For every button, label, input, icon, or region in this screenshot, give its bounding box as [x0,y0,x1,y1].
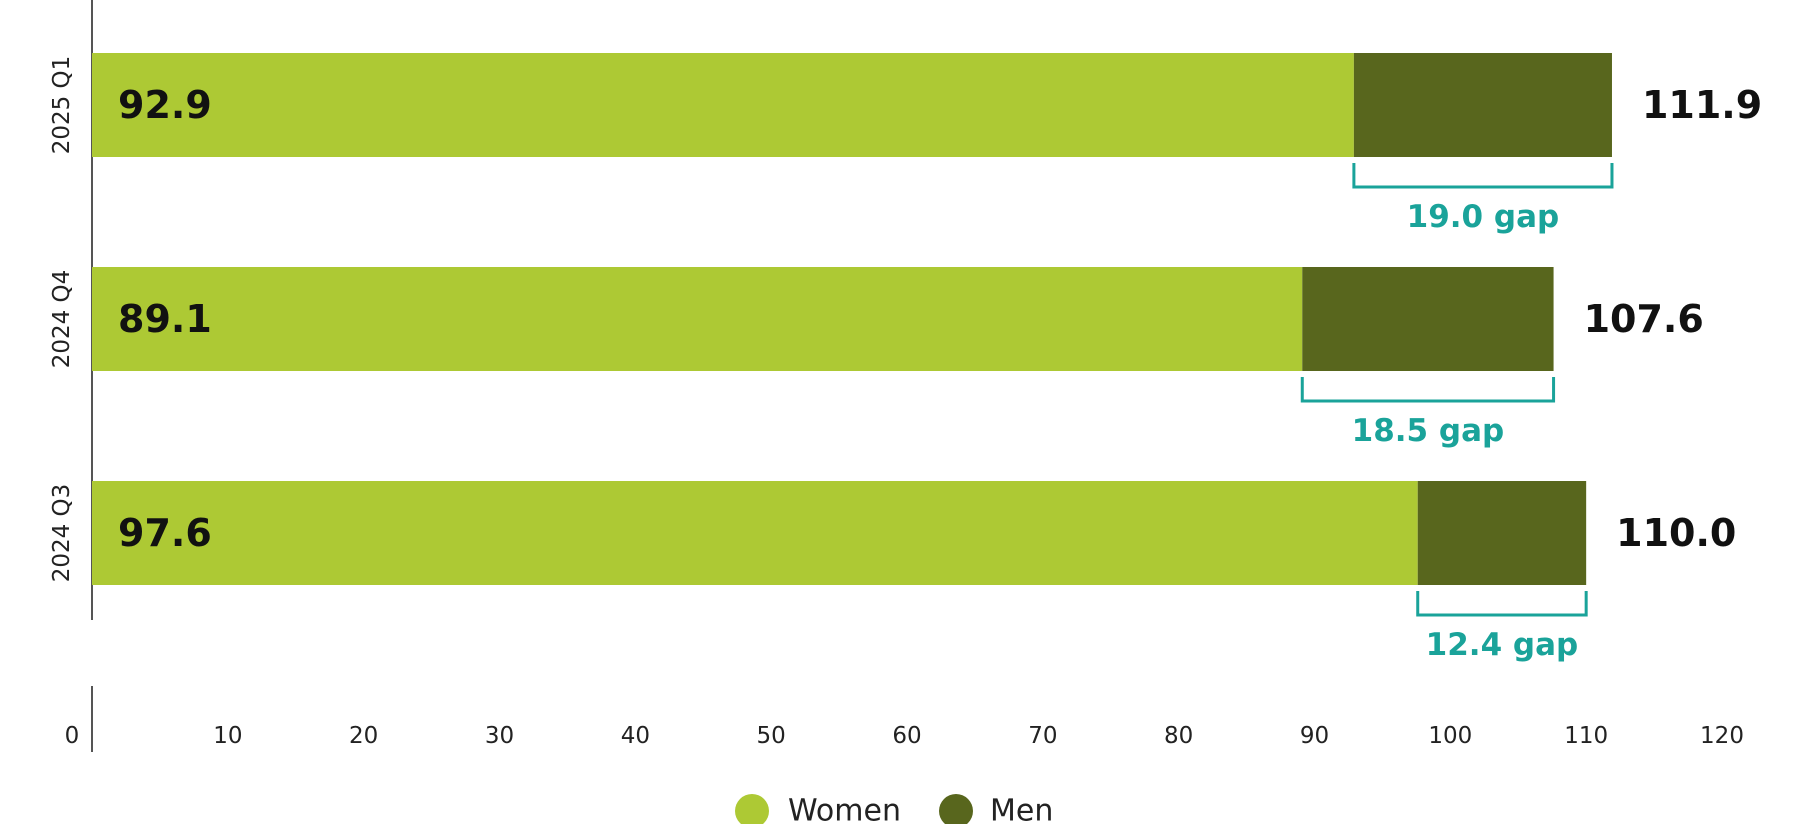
x-tick-label: 20 [349,723,378,749]
x-tick-label: 90 [1300,723,1329,749]
x-tick-label: 70 [1028,723,1057,749]
gap-bracket [1300,377,1556,403]
bar-women [92,53,1354,157]
x-tick-label: 100 [1428,723,1472,749]
x-tick-label: 110 [1564,723,1608,749]
legend-label: Men [990,794,1053,824]
legend-swatch [735,794,769,824]
gap-bracket [1352,163,1614,189]
women-value-label: 89.1 [118,297,212,341]
legend-swatch [939,794,973,824]
x-tick-label: 50 [757,723,786,749]
x-tick-label: 120 [1700,723,1744,749]
legend: Women Men [735,794,1053,824]
x-tick-label: 0 [65,723,80,749]
men-value-label: 111.9 [1642,83,1762,127]
gap-label: 19.0 gap [1407,199,1560,235]
legend-label: Women [788,794,901,824]
women-value-label: 97.6 [118,511,212,555]
gap-label: 12.4 gap [1426,627,1579,663]
bar-women [92,481,1418,585]
x-axis: 0 10 20 30 40 50 60 70 80 90 100 110 120 [65,686,1744,752]
category-label: 2024 Q4 [49,270,75,369]
bar-women [92,267,1303,371]
x-tick-label: 60 [892,723,921,749]
gap-label: 18.5 gap [1352,413,1505,449]
x-tick-label: 30 [485,723,514,749]
men-value-label: 110.0 [1616,511,1736,555]
bar-men [1353,53,1612,157]
bar-men [1417,481,1587,585]
x-tick-label: 80 [1164,723,1193,749]
x-tick-label: 10 [213,723,242,749]
bar-men [1302,267,1554,371]
women-value-label: 92.9 [118,83,212,127]
category-label: 2024 Q3 [49,484,75,583]
men-value-label: 107.6 [1584,297,1704,341]
category-label: 2025 Q1 [49,56,75,155]
x-tick-label: 40 [621,723,650,749]
bars-layer: 2025 Q1 92.9 111.9 19.0 gap 2024 Q4 89.1 107.6… [49,0,1762,663]
gap-bracket [1416,591,1588,617]
